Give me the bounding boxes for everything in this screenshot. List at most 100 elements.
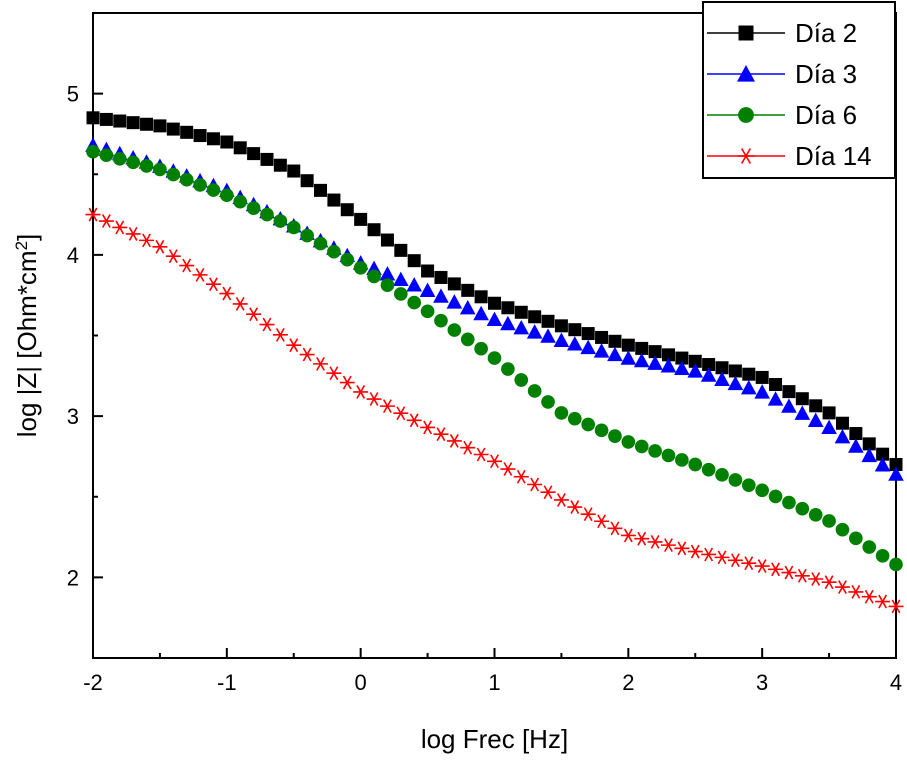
data-point-asterisk — [553, 493, 569, 507]
data-point-circle — [112, 151, 127, 166]
data-point-triangle — [406, 277, 422, 292]
data-point-asterisk — [259, 317, 275, 332]
data-point-asterisk — [875, 594, 891, 609]
data-point-asterisk — [808, 572, 824, 586]
data-point-square — [447, 277, 461, 291]
data-point-square — [554, 319, 568, 333]
data-point-asterisk — [473, 447, 489, 462]
legend-label: Día 2 — [795, 18, 857, 48]
data-point-circle — [206, 183, 221, 197]
data-point-circle — [581, 417, 596, 432]
data-point-circle — [233, 194, 248, 209]
data-point-square — [260, 152, 274, 166]
data-point-asterisk — [246, 307, 262, 322]
data-point-circle — [741, 478, 756, 492]
data-point-square — [99, 112, 113, 126]
data-point-triangle — [700, 367, 717, 382]
data-point-square — [568, 323, 582, 337]
data-point-asterisk — [446, 434, 462, 448]
data-point-asterisk — [125, 227, 141, 241]
data-point-circle — [808, 507, 823, 522]
y-axis-title-main: log |Z| [Ohm*cm — [12, 250, 42, 437]
data-point-asterisk — [701, 547, 717, 562]
series-layer — [85, 111, 904, 614]
data-point-asterisk — [781, 565, 797, 580]
data-point-asterisk — [687, 544, 703, 559]
data-point-square — [514, 305, 528, 319]
data-point-circle — [380, 278, 395, 293]
data-point-square — [126, 116, 140, 130]
data-point-square — [688, 354, 702, 368]
data-point-triangle — [567, 336, 583, 351]
data-point-asterisk — [165, 249, 181, 264]
data-point-asterisk — [420, 420, 436, 435]
data-point-asterisk — [567, 500, 583, 514]
data-point-asterisk — [272, 327, 288, 342]
data-point-circle — [875, 548, 890, 563]
data-point-circle — [889, 557, 903, 572]
data-point-circle — [795, 501, 810, 516]
data-point-square — [193, 129, 207, 143]
data-point-asterisk — [513, 469, 529, 484]
data-point-asterisk — [487, 454, 502, 469]
data-point-circle — [434, 313, 448, 328]
data-point-triangle — [553, 332, 570, 347]
data-point-circle — [554, 406, 569, 420]
data-point-asterisk — [286, 338, 302, 353]
data-point-circle — [220, 188, 234, 203]
data-point-square — [501, 301, 515, 315]
data-point-triangle — [834, 428, 851, 444]
x-tick-label: 3 — [756, 670, 768, 695]
data-point-square — [541, 314, 555, 328]
data-point-circle — [193, 178, 207, 192]
data-point-square — [394, 243, 408, 257]
y-tick-label: 3 — [67, 404, 79, 429]
data-point-circle — [487, 351, 502, 365]
data-point-triangle — [874, 457, 891, 472]
data-point-asterisk — [661, 538, 676, 553]
legend-marker — [737, 148, 755, 164]
axes-layer: log Frec [Hz] log |Z| [Ohm*cm2] -2 -1 0 1 2 3… — [12, 12, 902, 754]
data-point-square — [287, 164, 301, 178]
data-point-square — [233, 141, 247, 155]
data-point-circle — [393, 287, 408, 301]
data-point-circle — [849, 531, 863, 546]
data-point-circle — [460, 332, 475, 347]
data-point-asterisk — [754, 559, 770, 573]
data-point-asterisk — [353, 385, 369, 399]
data-point-asterisk — [821, 575, 837, 590]
x-tick-label: 2 — [622, 670, 634, 695]
data-point-square — [488, 296, 501, 310]
data-point-asterisk — [861, 589, 877, 604]
data-point-triangle — [861, 447, 878, 463]
data-point-asterisk — [192, 267, 208, 282]
data-point-triangle — [687, 363, 704, 378]
data-point-square — [314, 183, 328, 197]
data-point-triangle — [674, 360, 690, 376]
data-point-square — [354, 212, 368, 226]
data-point-asterisk — [741, 556, 757, 571]
data-point-triangle — [821, 419, 837, 435]
data-point-circle — [353, 260, 368, 275]
legend-marker — [737, 65, 755, 82]
data-point-square — [300, 174, 314, 188]
data-point-asterisk — [232, 296, 248, 311]
data-point-circle — [327, 244, 341, 259]
x-tick-label: -2 — [83, 670, 103, 695]
legend-box — [702, 1, 896, 179]
data-point-circle — [822, 514, 836, 528]
data-point-circle — [286, 220, 301, 235]
data-point-asterisk — [406, 413, 422, 428]
data-point-triangle — [740, 379, 757, 395]
data-point-square — [728, 364, 742, 378]
data-point-asterisk — [460, 440, 476, 455]
data-point-asterisk — [794, 568, 810, 583]
data-point-circle — [367, 269, 381, 284]
data-point-asterisk — [85, 207, 101, 222]
data-point-square — [461, 283, 475, 297]
y-tick-label: 2 — [67, 565, 79, 590]
data-point-square — [327, 193, 341, 207]
data-point-circle — [688, 457, 703, 472]
data-point-asterisk — [139, 233, 155, 248]
data-point-circle — [541, 395, 555, 409]
